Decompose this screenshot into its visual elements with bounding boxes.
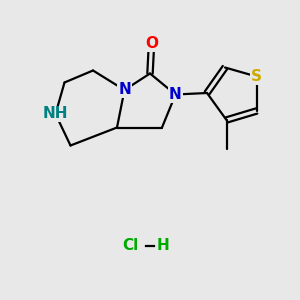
Text: S: S (251, 69, 262, 84)
Text: NH: NH (43, 106, 68, 122)
Text: N: N (169, 87, 182, 102)
Text: H: H (157, 238, 170, 253)
Text: O: O (145, 36, 158, 51)
Text: Cl: Cl (122, 238, 139, 253)
Text: N: N (118, 82, 131, 98)
